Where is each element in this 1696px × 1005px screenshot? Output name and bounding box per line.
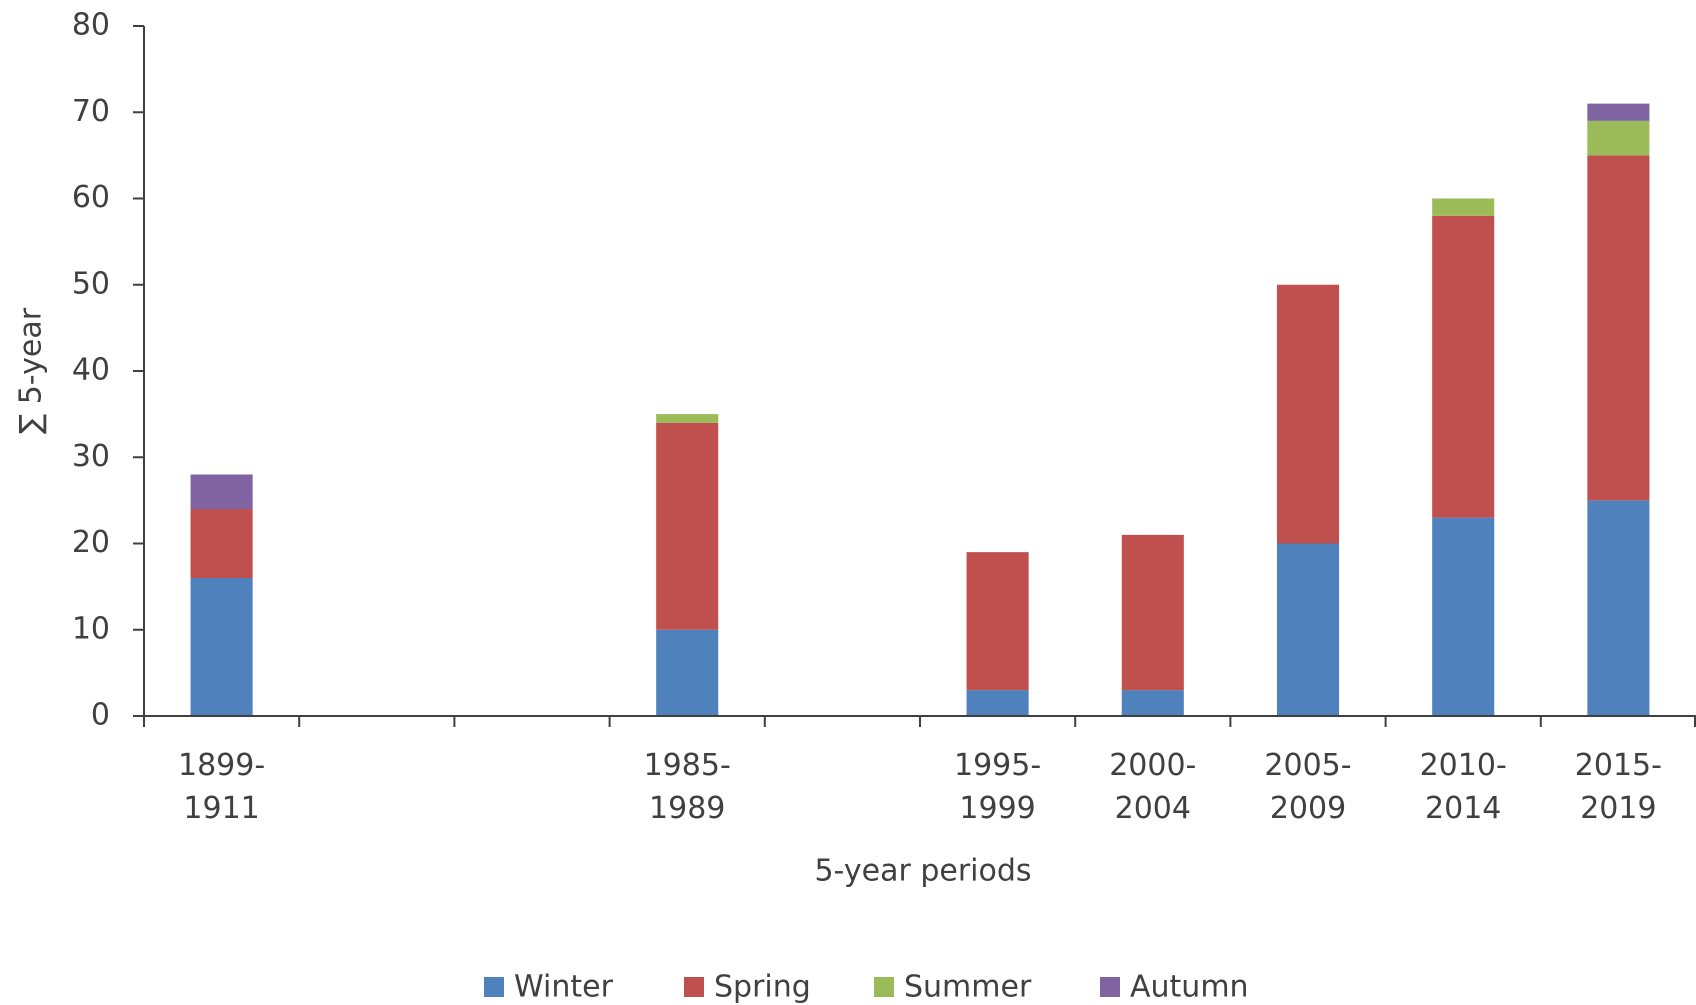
x-tick-label: 1899-1911 <box>178 748 265 826</box>
bar-segment <box>190 578 253 716</box>
x-tick-label: 2000-2004 <box>1109 748 1196 826</box>
x-tick-label: 1995-1999 <box>954 748 1041 826</box>
legend-swatch <box>874 977 894 997</box>
bar-segment <box>1587 120 1650 156</box>
bar-segment <box>1587 500 1650 716</box>
bar-segment <box>1587 103 1650 121</box>
bar-segment <box>1587 155 1650 501</box>
legend-swatch <box>484 977 504 997</box>
legend-label: Spring <box>714 970 811 1005</box>
y-tick-label: 30 <box>72 439 110 474</box>
bar-segment <box>1276 284 1340 544</box>
bar-segment <box>1432 215 1495 518</box>
y-tick-label: 50 <box>72 266 110 301</box>
legend-swatch <box>684 977 704 997</box>
bar-segment <box>190 474 253 509</box>
bar-segment <box>656 414 719 423</box>
y-tick-label: 20 <box>72 525 110 560</box>
y-tick-label: 10 <box>72 611 110 646</box>
bar-segment <box>1276 543 1340 716</box>
y-tick-label: 60 <box>72 180 110 215</box>
legend-label: Autumn <box>1130 970 1249 1005</box>
bar-segment <box>1121 534 1184 691</box>
y-tick-label: 40 <box>72 353 110 388</box>
y-tick-label: 70 <box>72 94 110 129</box>
bar-segment <box>190 509 253 578</box>
bar-segment <box>966 552 1029 691</box>
x-axis-title: 5-year periods <box>814 854 1031 889</box>
bar-segment <box>656 629 719 716</box>
legend-label: Summer <box>904 970 1032 1005</box>
bar-segment <box>1432 198 1495 216</box>
bar-segment <box>656 422 719 630</box>
bar-segment <box>966 690 1029 716</box>
legend-swatch <box>1100 977 1120 997</box>
y-tick-label: 80 <box>72 8 110 43</box>
bar-segment <box>1432 517 1495 716</box>
x-tick-label: 2010-2014 <box>1420 748 1507 826</box>
bar-segment <box>1121 690 1184 716</box>
x-tick-label: 2015-2019 <box>1575 748 1662 826</box>
legend-label: Winter <box>514 970 614 1005</box>
y-tick-label: 0 <box>91 698 110 733</box>
y-axis-title: ∑ 5-year <box>14 307 49 434</box>
x-tick-label: 1985-1989 <box>644 748 731 826</box>
x-tick-label: 2005-2009 <box>1264 748 1351 826</box>
